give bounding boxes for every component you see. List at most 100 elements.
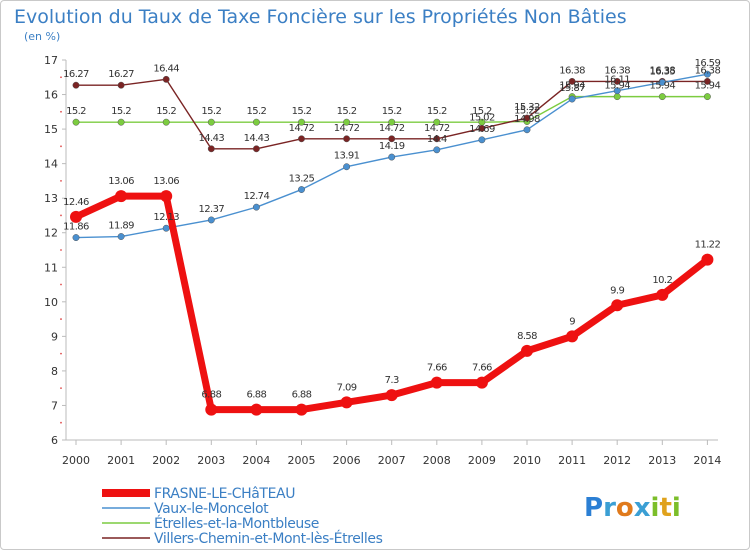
legend: FRASNE-LE-CHâTEAUVaux-le-MoncelotÉtrelle… (102, 486, 383, 547)
data-label: 15.2 (337, 106, 357, 117)
data-label: 15.2 (156, 106, 176, 117)
data-label: 11.89 (108, 221, 134, 232)
x-tick-label: 2014 (693, 454, 721, 467)
data-label: 10.2 (652, 275, 672, 286)
data-point (72, 234, 80, 242)
data-label: 13.06 (153, 176, 179, 187)
data-point (162, 75, 170, 83)
data-point (298, 135, 305, 143)
data-point (298, 186, 305, 193)
y-minor-tick (60, 421, 62, 424)
y-minor-tick (60, 352, 62, 355)
data-label: 15.02 (469, 112, 495, 123)
data-label: 13.06 (108, 176, 134, 187)
data-label: 15.2 (111, 106, 131, 117)
data-label: 14.19 (379, 141, 405, 152)
x-tick-label: 2001 (107, 454, 135, 467)
data-point (611, 299, 624, 312)
data-point (521, 344, 533, 357)
chart-title: Evolution du Taux de Taxe Foncière sur l… (14, 6, 627, 28)
data-point (433, 118, 441, 126)
x-tick-label: 2007 (378, 454, 406, 467)
y-tick-label: 17 (44, 54, 58, 67)
y-minor-tick (60, 110, 62, 113)
data-label: 15.2 (246, 106, 266, 117)
y-minor-tick (60, 76, 62, 79)
data-label: 14.72 (379, 123, 405, 134)
data-point (703, 93, 711, 101)
x-tick-label: 2005 (288, 454, 316, 467)
data-point (613, 77, 621, 85)
y-minor-tick (60, 145, 62, 148)
data-point (566, 330, 579, 343)
data-label: 6.88 (201, 390, 221, 401)
legend-label: Étrelles-et-la-Montbleuse (154, 515, 319, 532)
data-label: 16.38 (559, 65, 585, 76)
data-label: 12.74 (244, 191, 270, 202)
data-label: 14.98 (514, 114, 540, 125)
data-label: 16.27 (63, 69, 89, 80)
data-point (252, 203, 260, 211)
data-label: 16.27 (108, 69, 134, 80)
data-label: 12.13 (153, 212, 179, 223)
data-point (388, 135, 396, 143)
data-point (388, 118, 396, 126)
data-label: 15.94 (649, 81, 675, 92)
data-point (162, 224, 170, 232)
y-minor-tick (60, 214, 62, 217)
data-point (340, 396, 353, 409)
legend-label: FRASNE-LE-CHâTEAU (154, 486, 295, 502)
y-tick-label: 13 (44, 192, 58, 205)
data-point (252, 145, 260, 153)
data-point (433, 135, 441, 143)
data-label: 15.2 (66, 106, 86, 117)
data-point (475, 376, 488, 389)
data-label: 15.32 (514, 102, 540, 113)
data-label: 15.94 (559, 81, 585, 92)
data-point (568, 77, 576, 85)
x-tick-label: 2000 (62, 454, 90, 467)
data-label: 7.66 (427, 363, 447, 374)
data-point (656, 288, 669, 301)
y-minor-tick (60, 249, 62, 251)
data-label: 7.3 (385, 375, 399, 386)
data-label: 15.94 (695, 81, 721, 92)
data-point (252, 118, 260, 126)
data-point (701, 253, 714, 266)
data-point (117, 118, 125, 126)
data-label: 9 (569, 316, 575, 327)
data-point (207, 118, 215, 126)
data-label: 15.94 (604, 81, 630, 92)
data-label: 15.2 (472, 106, 492, 117)
y-minor-tick (60, 318, 62, 320)
data-point (250, 403, 263, 416)
data-label: 12.46 (63, 197, 89, 208)
data-label: 15.87 (559, 83, 585, 94)
data-label: 15.2 (382, 106, 402, 117)
data-label: 9.9 (610, 285, 624, 296)
data-label: 15.22 (514, 105, 540, 116)
data-point (433, 146, 441, 154)
data-label: 16.44 (153, 63, 179, 74)
data-label: 13.25 (289, 174, 315, 185)
data-label: 14.4 (427, 134, 447, 145)
data-point (613, 87, 621, 95)
data-point (478, 124, 486, 132)
data-point (207, 145, 215, 153)
data-label-layer: 12.46 13.06 13.06 6.88 6.88 6.88 7.09 7.3 7.66 7.… (63, 58, 721, 401)
data-point (295, 403, 308, 416)
data-label: 7.66 (472, 363, 492, 374)
data-label: 14.43 (198, 133, 224, 144)
data-point (72, 81, 80, 89)
data-label: 8.58 (517, 331, 537, 342)
data-point (658, 93, 666, 101)
data-point (430, 376, 443, 389)
x-tick-label: 2012 (603, 454, 631, 467)
x-tick-label: 2002 (152, 454, 180, 467)
data-point (205, 403, 218, 416)
series-layer (70, 70, 714, 416)
data-point (160, 190, 173, 203)
x-tick-label: 2010 (513, 454, 541, 467)
data-label: 6.88 (292, 390, 312, 401)
